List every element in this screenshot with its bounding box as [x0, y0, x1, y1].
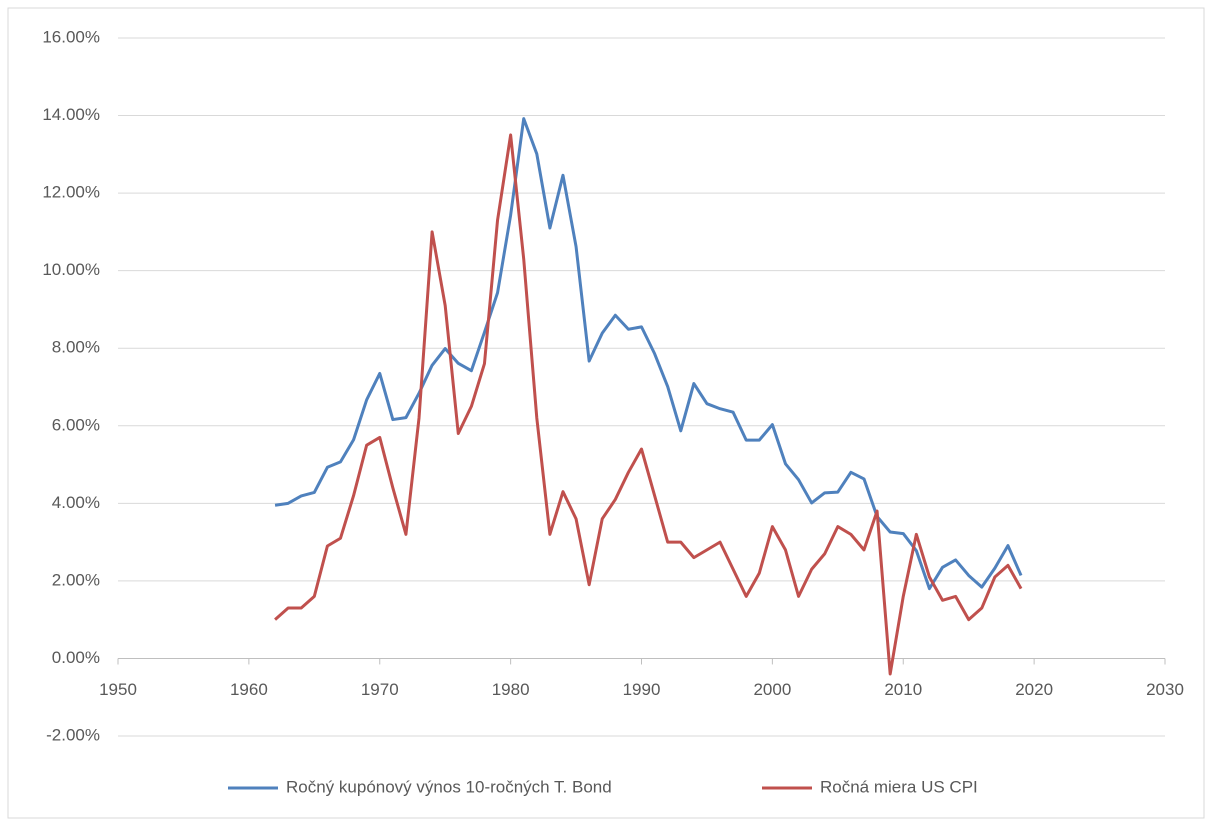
y-tick-label: 6.00%	[52, 415, 100, 434]
x-tick-label: 1970	[361, 680, 399, 699]
legend-label: Ročný kupónový výnos 10-ročných T. Bond	[286, 777, 612, 796]
y-tick-label: 10.00%	[42, 260, 100, 279]
x-tick-label: 2020	[1015, 680, 1053, 699]
x-tick-label: 1960	[230, 680, 268, 699]
x-tick-label: 2010	[884, 680, 922, 699]
x-tick-label: 2000	[753, 680, 791, 699]
y-tick-label: 12.00%	[42, 183, 100, 202]
x-tick-label: 1980	[492, 680, 530, 699]
y-tick-label: 0.00%	[52, 648, 100, 667]
y-tick-label: 4.00%	[52, 493, 100, 512]
x-tick-label: 1990	[623, 680, 661, 699]
x-tick-label: 1950	[99, 680, 137, 699]
y-tick-label: 2.00%	[52, 570, 100, 589]
y-tick-label: -2.00%	[46, 725, 100, 744]
chart-border	[7, 7, 1205, 819]
y-tick-label: 8.00%	[52, 338, 100, 357]
y-tick-label: 14.00%	[42, 105, 100, 124]
legend-label: Ročná miera US CPI	[820, 777, 978, 796]
series-line	[274, 133, 1023, 676]
y-tick-label: 16.00%	[42, 27, 100, 46]
series-line	[274, 117, 1023, 591]
x-tick-label: 2030	[1146, 680, 1184, 699]
